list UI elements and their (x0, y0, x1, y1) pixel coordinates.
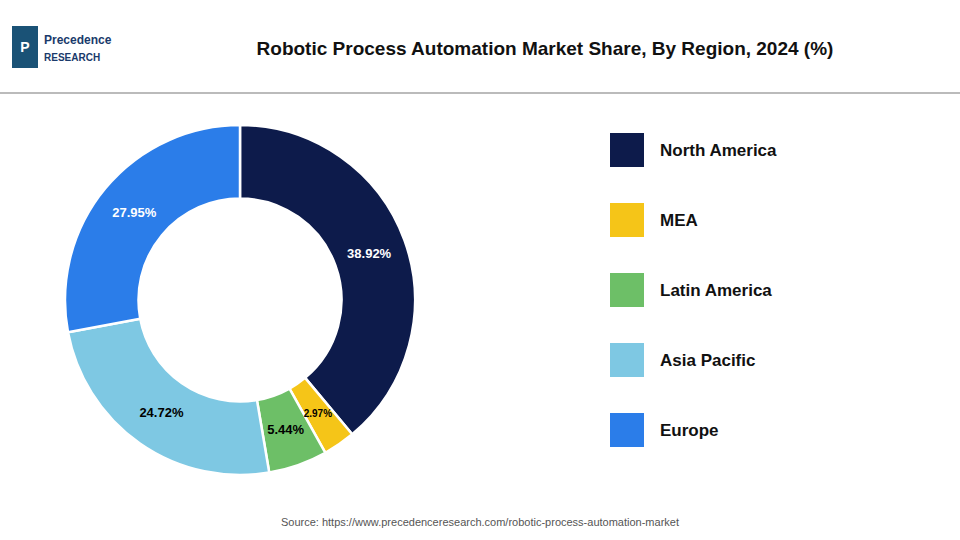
legend-label: Europe (660, 421, 719, 440)
separator (0, 92, 960, 94)
title: Robotic Process Automation Market Share,… (257, 38, 834, 59)
slice (65, 125, 240, 332)
legend-item: MEA (610, 203, 698, 237)
data-label: 38.92% (347, 246, 392, 261)
slice (240, 125, 415, 434)
data-label: 27.95% (112, 205, 157, 220)
legend-item: Europe (610, 413, 719, 447)
donut (65, 125, 415, 475)
data-label: 24.72% (139, 405, 184, 420)
legend-swatch (610, 413, 644, 447)
legend-label: North America (660, 141, 777, 160)
data-labels: 38.92% 2.97%5.44% 24.72% 27.95% (112, 205, 391, 437)
legend: North America MEA Latin America Asia Pacifi… (610, 133, 777, 447)
logo: P Precedence RESEARCH (12, 26, 112, 68)
logo-letter: P (20, 39, 29, 55)
chart: P Precedence RESEARCH Robotic Process Autom… (0, 0, 960, 540)
legend-swatch (610, 273, 644, 307)
legend-swatch (610, 343, 644, 377)
logo-box (12, 26, 38, 68)
legend-label: MEA (660, 211, 698, 230)
data-label: 5.44% (267, 422, 304, 437)
legend-label: Latin America (660, 281, 772, 300)
legend-swatch (610, 133, 644, 167)
legend-item: North America (610, 133, 777, 167)
legend-label: Asia Pacific (660, 351, 755, 370)
slice (68, 319, 269, 475)
logo-text: Precedence (44, 33, 112, 47)
legend-item: Asia Pacific (610, 343, 755, 377)
legend-swatch (610, 203, 644, 237)
logo-text: RESEARCH (44, 52, 100, 63)
legend-item: Latin America (610, 273, 772, 307)
data-label: 2.97% (304, 408, 332, 419)
source: Source: https://www.precedenceresearch.c… (281, 516, 679, 528)
